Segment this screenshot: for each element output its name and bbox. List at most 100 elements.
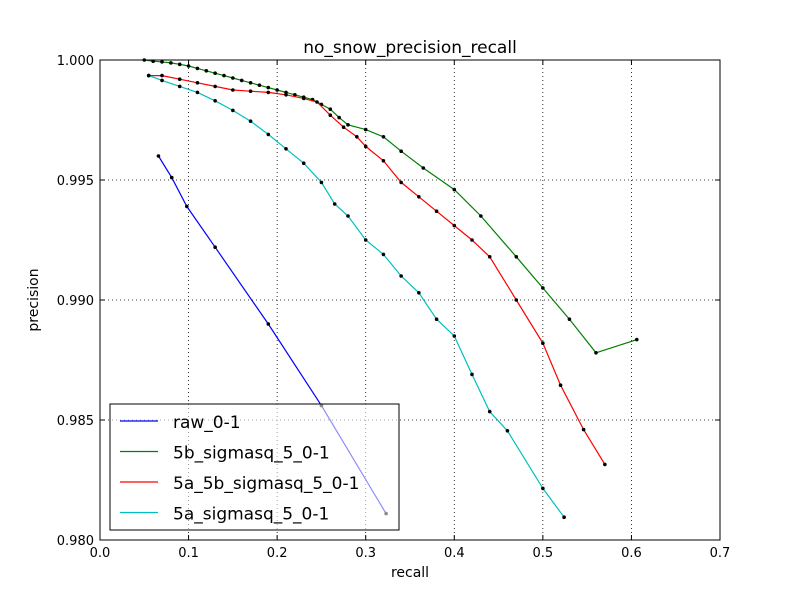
data-point [594, 351, 598, 355]
data-point [222, 73, 226, 78]
data-point [399, 180, 403, 185]
y-tick-label: 0.990 [57, 294, 94, 309]
data-point [169, 175, 174, 180]
data-point [434, 317, 439, 322]
data-point [434, 209, 439, 213]
data-point [186, 64, 191, 68]
data-point [275, 88, 279, 92]
x-tick-label: 0.2 [267, 546, 288, 561]
data-point [399, 149, 403, 153]
data-point [514, 298, 519, 302]
data-point [562, 515, 566, 519]
legend-item: 5a_5b_sigmasq_5_0-1 [120, 474, 359, 494]
data-point [239, 78, 244, 83]
data-point [363, 144, 368, 149]
data-point [195, 81, 200, 85]
data-point [452, 334, 457, 338]
data-point [160, 60, 164, 64]
y-axis-label: precision [26, 268, 42, 331]
data-point [470, 238, 474, 242]
data-point [381, 159, 386, 163]
data-point [479, 214, 483, 218]
data-point [346, 123, 350, 127]
data-point [266, 90, 271, 95]
data-point [177, 84, 182, 89]
legend-item: 5a_sigmasq_5_0-1 [120, 505, 329, 525]
grid [100, 60, 720, 540]
legend-item: raw_0-1 [120, 413, 241, 433]
data-point [301, 161, 306, 165]
data-point [248, 81, 253, 85]
data-point [160, 78, 164, 83]
data-point [487, 254, 492, 259]
data-point [231, 108, 235, 113]
data-point [177, 77, 182, 81]
y-tick-label: 1.000 [57, 54, 94, 69]
data-point [341, 125, 346, 129]
data-point [421, 166, 426, 170]
data-point [195, 66, 200, 71]
data-point [363, 238, 368, 242]
data-point [231, 88, 235, 92]
data-point [452, 223, 457, 228]
data-point [319, 180, 324, 185]
legend-label: 5a_5b_sigmasq_5_0-1 [173, 474, 359, 494]
data-point [195, 90, 200, 95]
series-2 [142, 58, 639, 355]
x-tick-label: 0.0 [90, 546, 111, 561]
series-group [142, 58, 639, 519]
data-point [634, 337, 639, 342]
data-point [381, 135, 386, 139]
y-tick-label: 0.980 [57, 534, 94, 549]
data-point [177, 62, 182, 67]
data-point [417, 195, 421, 199]
data-point [399, 274, 403, 278]
data-point [558, 383, 563, 388]
data-point [355, 135, 359, 139]
legend-label: raw_0-1 [173, 413, 241, 433]
data-point [248, 119, 253, 123]
x-tick-label: 0.5 [533, 546, 554, 561]
data-point [257, 83, 262, 87]
series-line [148, 75, 565, 518]
chart-title: no_snow_precision_recall [303, 38, 517, 58]
axis-ticks: 0.0 0.1 0.2 0.3 0.4 0.5 0.6 0.7 0.980 0.985 0.990 0… [57, 54, 731, 561]
data-point [204, 69, 209, 73]
legend-label: 5a_sigmasq_5_0-1 [173, 505, 329, 525]
data-point [156, 154, 161, 158]
data-point [541, 341, 545, 346]
data-point [213, 71, 217, 75]
x-tick-label: 0.3 [355, 546, 376, 561]
data-point [541, 486, 545, 491]
data-point [470, 372, 474, 377]
data-point [266, 85, 271, 90]
data-point [169, 61, 173, 65]
data-point [301, 96, 306, 101]
data-point [541, 286, 545, 290]
legend: raw_0-1 5b_sigmasq_5_0-1 5a_5b_sigmasq_5_0… [109, 403, 400, 531]
data-point [231, 76, 235, 80]
data-point [332, 202, 337, 206]
data-point [315, 100, 319, 104]
data-point [213, 245, 217, 249]
data-point [328, 113, 333, 117]
x-tick-label: 0.6 [621, 546, 642, 561]
data-point [346, 214, 350, 218]
data-point [337, 115, 341, 120]
data-point [581, 427, 586, 432]
x-tick-label: 0.1 [178, 546, 199, 561]
data-point [248, 89, 253, 93]
data-point [266, 132, 271, 137]
legend-label: 5b_sigmasq_5_0-1 [173, 444, 330, 464]
x-tick-label: 0.4 [444, 546, 465, 561]
data-point [417, 291, 421, 295]
data-point [505, 429, 510, 433]
legend-item: 5b_sigmasq_5_0-1 [120, 444, 330, 464]
data-point [160, 73, 164, 78]
x-axis-label: recall [391, 565, 429, 581]
data-point [328, 107, 333, 111]
data-point [452, 187, 457, 192]
data-point [284, 147, 288, 151]
